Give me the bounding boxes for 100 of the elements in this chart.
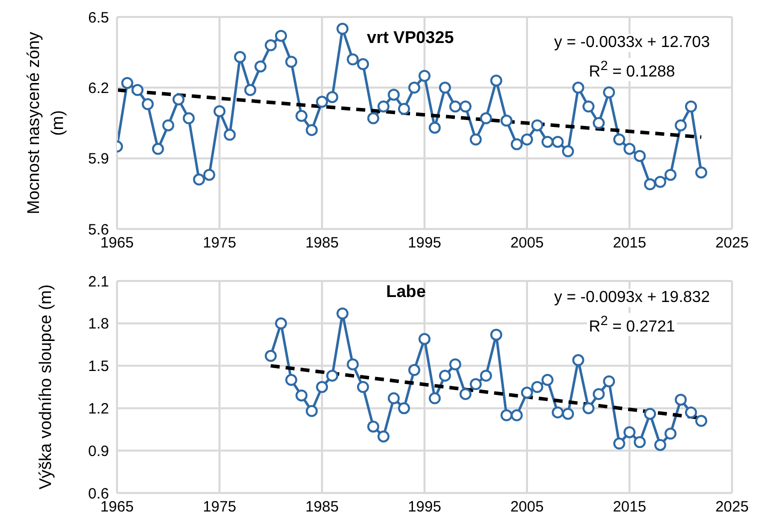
point <box>439 82 451 94</box>
point <box>336 22 348 35</box>
point <box>214 105 226 118</box>
point <box>285 374 298 386</box>
point <box>521 386 533 399</box>
point <box>582 100 594 113</box>
point <box>336 308 348 320</box>
point <box>306 124 318 136</box>
x-tick-label: 2015 <box>612 498 646 516</box>
point <box>428 392 441 404</box>
annotation: y = -0.0033x + 12.703 <box>552 34 712 52</box>
x-tick-label: 1975 <box>202 498 236 516</box>
y-tick-label: 1.8 <box>88 316 109 333</box>
point <box>624 142 636 155</box>
point <box>378 100 390 113</box>
x-tick-label: 1995 <box>408 234 442 252</box>
point <box>592 388 605 400</box>
point <box>152 142 164 155</box>
y-tick-label: 0.9 <box>88 442 109 460</box>
y-tick-label: 5.9 <box>88 150 109 168</box>
annotation: y = -0.0093x + 19.832 <box>552 289 712 307</box>
point <box>470 133 482 146</box>
y-tick-label: 6.5 <box>88 9 109 26</box>
point <box>613 438 626 450</box>
point <box>695 166 708 178</box>
x-tick-label: 2015 <box>612 234 646 252</box>
point <box>664 168 676 181</box>
y-tick-label: 1.5 <box>88 358 109 376</box>
point <box>326 370 338 382</box>
point <box>542 136 554 148</box>
x-tick-label: 1975 <box>202 234 236 252</box>
point <box>500 114 512 127</box>
point <box>490 328 502 341</box>
point <box>296 389 308 402</box>
point <box>460 100 472 113</box>
point <box>172 93 184 106</box>
point <box>531 119 544 132</box>
point <box>572 82 584 94</box>
point <box>624 426 636 438</box>
annotation: R$^{2}$ = 0.2721 <box>586 313 678 336</box>
point <box>378 430 390 442</box>
point <box>592 117 605 129</box>
x-tick-label: 2025 <box>715 234 749 252</box>
point <box>521 133 533 146</box>
point <box>182 112 195 124</box>
y-axis-title: Výška vodního sloupce (m) <box>35 283 56 492</box>
y-axis-title: Mocnost nasycené zóny (m) <box>23 30 68 216</box>
point <box>552 406 564 418</box>
point <box>275 317 287 330</box>
point <box>613 133 626 146</box>
point <box>234 51 246 64</box>
point <box>121 76 134 89</box>
x-tick-label: 1985 <box>305 234 339 252</box>
point <box>449 100 462 113</box>
point <box>388 392 400 404</box>
point <box>418 332 430 345</box>
text: vrt VP0325 <box>366 28 454 48</box>
point <box>552 136 564 148</box>
point <box>408 82 420 94</box>
point <box>449 358 462 370</box>
point <box>264 39 277 52</box>
y-tick-label: 6.2 <box>88 80 109 97</box>
point <box>562 408 574 420</box>
point <box>398 102 410 115</box>
point <box>264 350 277 362</box>
point <box>470 378 482 390</box>
point <box>346 53 359 66</box>
point <box>480 370 492 382</box>
point <box>674 119 687 132</box>
point <box>132 84 144 96</box>
chart-title: Labe <box>386 282 426 302</box>
point <box>162 119 174 132</box>
point <box>357 58 369 70</box>
y-tick-label: 2.1 <box>88 273 109 290</box>
point <box>664 428 676 440</box>
point <box>603 375 615 388</box>
point <box>654 438 666 451</box>
x-tick-label: 2005 <box>510 498 544 516</box>
point <box>367 112 380 124</box>
point <box>224 128 236 141</box>
point <box>460 388 472 400</box>
point <box>398 402 410 414</box>
point <box>634 436 646 448</box>
point <box>357 381 369 393</box>
point <box>142 98 154 110</box>
point <box>193 174 205 186</box>
point <box>603 86 615 98</box>
point <box>695 414 708 427</box>
point <box>542 374 554 386</box>
x-tick-label: 1985 <box>305 498 339 516</box>
point <box>531 381 544 393</box>
point <box>367 420 380 433</box>
point <box>285 56 298 68</box>
point <box>634 150 646 162</box>
point <box>428 122 441 134</box>
point <box>408 364 420 376</box>
point <box>572 354 584 366</box>
point <box>582 402 594 414</box>
point <box>500 409 512 422</box>
point <box>685 406 697 418</box>
